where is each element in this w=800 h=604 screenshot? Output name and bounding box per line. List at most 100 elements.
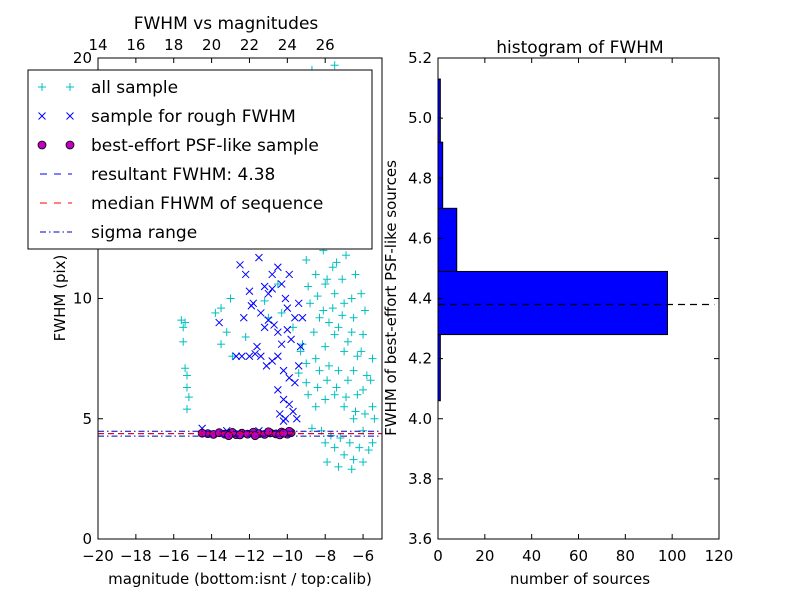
legend-entry-3: resultant FWHM: 4.38 [40, 165, 275, 185]
series-0-point-88 [351, 407, 360, 416]
series-1-point-41 [298, 313, 307, 322]
series-0-point-101 [319, 306, 328, 315]
series-0-point-6 [182, 383, 191, 392]
hist-x-tick-label-1: 20 [475, 547, 494, 565]
series-1-point-27 [291, 378, 299, 387]
series-0-point-19 [277, 308, 286, 317]
series-0-point-77 [315, 366, 324, 375]
series-0-point-9 [211, 308, 220, 317]
legend-marker-b-1 [66, 112, 74, 120]
series-1-point-31 [245, 352, 254, 361]
series-0-point-107 [370, 414, 379, 423]
series-1-point-8-b [274, 263, 282, 272]
hist-y-tick-label-8: 5.2 [408, 49, 432, 67]
series-0-point-5 [182, 371, 191, 380]
series-1-point-34 [279, 395, 288, 404]
histogram-chart: 0 20 40 60 80 100 120 3.6 3.8 4.0 4.2 4.4 4.6 4.8 5.0 5… [382, 38, 733, 588]
histogram-ticks: 0 20 40 60 80 100 120 3.6 3.8 4.0 4.2 4.4 4.6 4.8 5.0 5… [408, 49, 733, 565]
series-0-point-58 [334, 323, 343, 332]
series-0-point-24 [330, 61, 339, 70]
series-0-point-16 [260, 296, 269, 305]
series-1-point-25-b [279, 366, 288, 375]
histogram-title: histogram of FWHM [496, 38, 663, 58]
series-0-point-61 [362, 371, 371, 380]
series-0-point-28 [311, 270, 320, 279]
series-1-point-48 [215, 318, 224, 327]
x-tick-label-3: −14 [196, 547, 228, 565]
series-0-point-8 [182, 405, 191, 414]
series-0-point-93 [345, 438, 354, 447]
series-0-point-57 [324, 318, 333, 327]
series-1-point-17 [277, 340, 286, 349]
series-0-point-27 [302, 256, 311, 265]
series-1-point-32-b [251, 349, 260, 358]
legend-marker-a-1 [38, 112, 46, 120]
series-1-point-1-b [241, 270, 250, 279]
series-0-point-39 [340, 347, 349, 356]
series-0-point-98 [296, 347, 305, 356]
legend-marker-b-0 [66, 83, 74, 91]
series-0-point-52 [340, 450, 349, 459]
series-0-point-36 [311, 354, 320, 363]
hist-y-tick-label-3: 4.2 [408, 350, 432, 368]
series-0-point-13 [217, 340, 226, 349]
series-1-point-32 [251, 349, 260, 358]
histogram-x-label: number of sources [510, 570, 650, 588]
y-tick-label-3: 20 [73, 49, 92, 67]
x-tick-label-0: −20 [82, 547, 114, 565]
series-0-point-34 [368, 354, 377, 363]
legend-entry-5: sigma range [40, 223, 197, 243]
legend-marker-a-0 [38, 83, 46, 91]
series-1-point-37 [292, 414, 301, 423]
x-tick-label-5: −10 [272, 547, 304, 565]
series-1-point-16 [274, 328, 282, 337]
series-1-point-42-b [294, 299, 303, 308]
legend-marker-b-1-b [66, 112, 74, 120]
series-0-point-38 [330, 330, 339, 339]
series-1-point-9 [277, 280, 286, 288]
series-1-point-0 [236, 260, 244, 269]
series-0-point-109 [304, 282, 313, 291]
series-0-point-85 [323, 376, 332, 385]
series-0-point-115 [357, 289, 366, 298]
series-1-point-50 [291, 313, 299, 322]
series-0-point-100 [309, 328, 318, 337]
series-0-point-56 [315, 313, 324, 322]
series-0-point-18 [273, 280, 282, 289]
series-1-point-10 [281, 294, 290, 303]
series-0-point-7 [184, 393, 193, 402]
series-1-point-20-b [253, 342, 261, 351]
series-0-point-104 [347, 328, 356, 337]
series-0-point-53 [349, 455, 358, 464]
series-1-point-30-b [238, 352, 246, 361]
series-2-point-17 [235, 430, 245, 440]
series-0-point-12 [226, 294, 235, 303]
series-1-point-4 [255, 253, 263, 262]
series-0-point-42 [368, 402, 377, 411]
series-0-point-14 [241, 332, 250, 341]
series-1-point-30 [238, 352, 246, 361]
series-1-point-2 [245, 287, 254, 296]
series-1-point-25 [279, 366, 288, 375]
series-1-point-19 [287, 335, 295, 344]
series-0-point-84 [313, 383, 322, 392]
series-1-point-7 [268, 270, 277, 279]
top-tick-label-0: 14 [88, 36, 107, 54]
series-1-point-49 [283, 304, 292, 312]
series-0-point-114 [351, 270, 360, 279]
series-1-point-46-b [239, 313, 248, 322]
series-1-point-33-b [274, 386, 282, 394]
series-1-point-18-b [283, 325, 292, 334]
series-0-point-60 [353, 352, 362, 361]
series-1-point-23 [268, 357, 277, 365]
hist-y-tick-label-7: 5.0 [408, 109, 432, 127]
series-1-point-24 [274, 352, 282, 361]
histogram-bar-3 [437, 141, 444, 209]
series-0-point-97 [347, 465, 356, 474]
series-0-point-3 [179, 337, 188, 346]
series-0-point-111 [323, 275, 332, 284]
scatter-y-label: FWHM (pix) [51, 255, 69, 342]
series-1-point-5-b [260, 282, 269, 291]
